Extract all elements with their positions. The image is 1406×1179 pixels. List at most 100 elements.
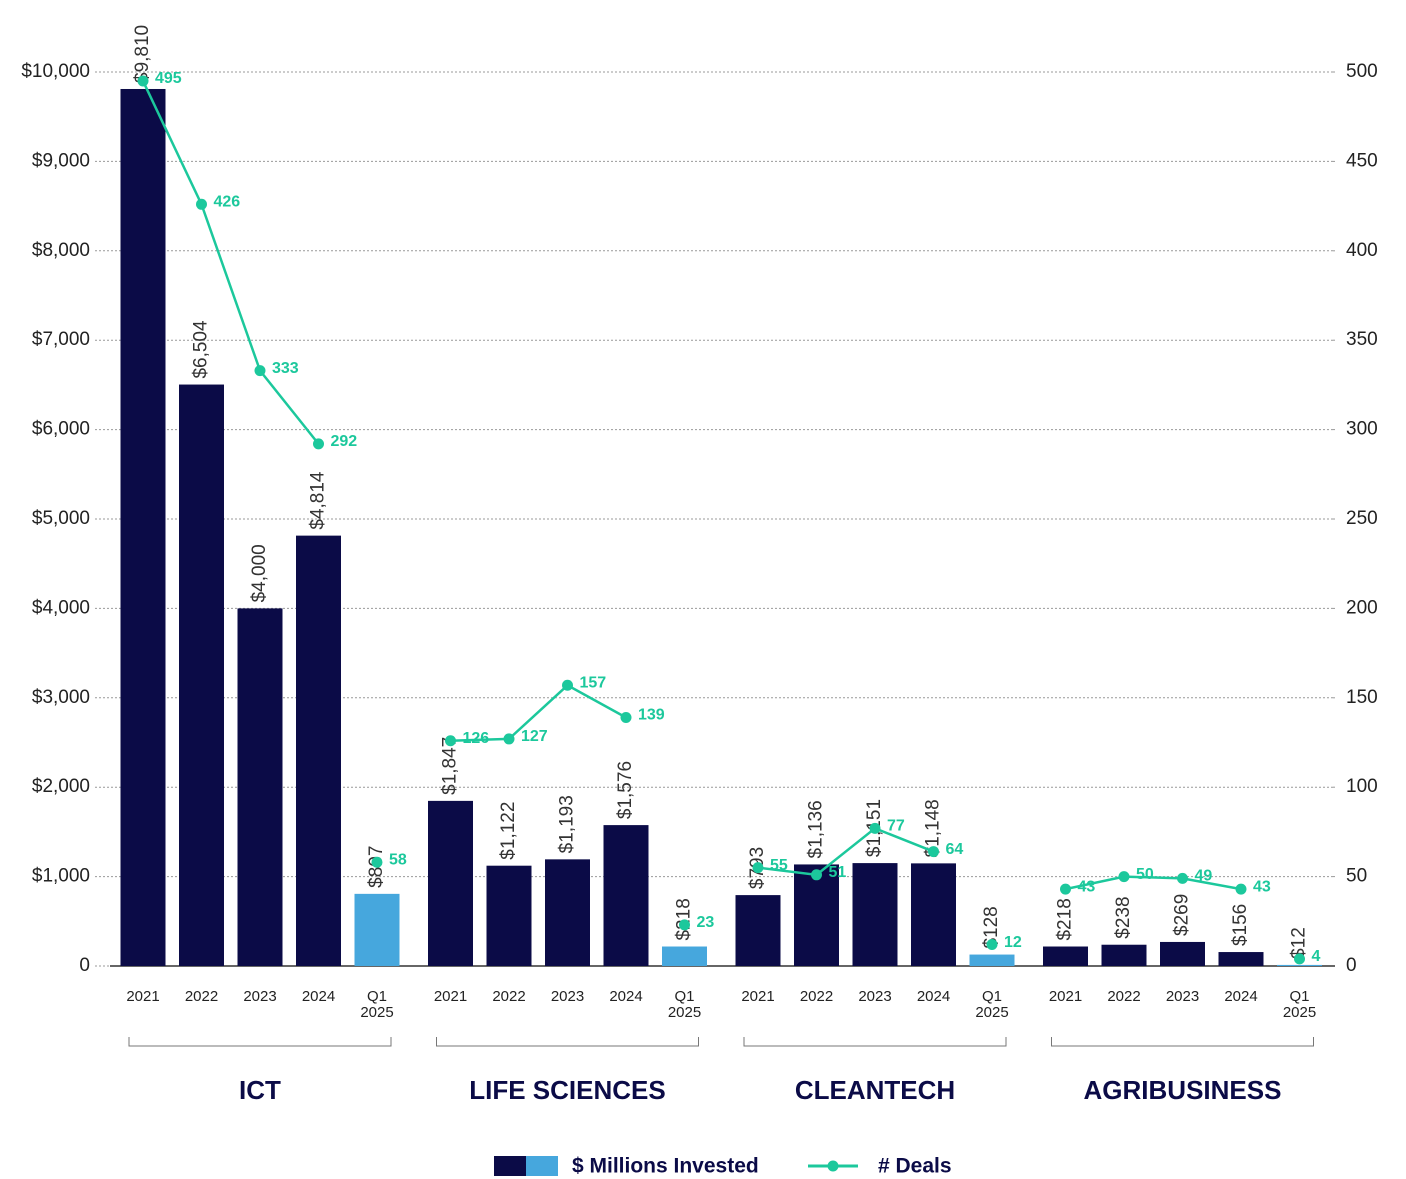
bar: [662, 946, 707, 966]
deals-line: [1065, 875, 1242, 891]
bar: [354, 893, 400, 966]
bar-value-label: $6,504: [191, 320, 212, 379]
deals-point: [811, 869, 822, 881]
y-tick-label: $9,000: [32, 150, 90, 171]
deals-label: 157: [580, 675, 607, 692]
deals-label: 43: [1078, 878, 1096, 895]
legend-label: $ Millions Invested: [572, 1155, 759, 1178]
deals-label: 127: [521, 728, 548, 745]
bar: [1043, 946, 1088, 966]
deals-point: [679, 919, 690, 931]
x-tick-label: 2024: [301, 988, 336, 1005]
x-tick-label: Q1 2025: [1282, 988, 1317, 1021]
y-tick-label: $2,000: [32, 776, 90, 797]
bar-value-label: $4,000: [249, 544, 270, 602]
y2-tick-label: 500: [1346, 61, 1378, 82]
bar-value-label: $1,136: [806, 800, 827, 858]
bar-value-label: $218: [1055, 898, 1076, 940]
x-tick-label: 2024: [609, 988, 643, 1005]
bar-value-label: $9,810: [132, 25, 153, 83]
bar: [120, 88, 166, 966]
deals-label: 495: [155, 70, 182, 87]
bar: [1218, 952, 1264, 966]
bar: [911, 863, 956, 966]
deals-point: [137, 75, 149, 87]
x-tick-label: 2023: [243, 988, 277, 1005]
deals-label: 426: [214, 194, 241, 211]
bar-value-label: $12: [1289, 927, 1310, 959]
deals-point: [1118, 871, 1130, 883]
bar: [735, 895, 781, 966]
y-tick-label: $4,000: [32, 597, 90, 618]
bar: [1160, 941, 1205, 966]
y-tick-label: $7,000: [32, 329, 90, 350]
deals-point: [1294, 953, 1305, 965]
y-tick-label: $10,000: [21, 61, 90, 82]
x-tick-label: 2023: [858, 988, 892, 1005]
x-tick-label: 2024: [916, 988, 951, 1005]
bar: [545, 859, 590, 966]
bar-value-label: $238: [1113, 896, 1134, 938]
bar-value-label: $1,576: [615, 761, 636, 819]
legend-label: # Deals: [878, 1155, 952, 1178]
deals-point: [445, 735, 456, 747]
y2-tick-label: 200: [1346, 597, 1378, 618]
x-tick-label: 2022: [799, 988, 834, 1005]
deals-label: 51: [829, 864, 847, 881]
deals-label: 139: [638, 707, 665, 724]
deals-point: [1177, 872, 1188, 884]
deals-label: 50: [1136, 866, 1154, 883]
deals-point: [196, 198, 207, 210]
bar: [179, 384, 224, 967]
group-bracket: [743, 1037, 1007, 1047]
x-tick-label: 2021: [433, 988, 468, 1005]
deals-point: [1235, 883, 1247, 895]
x-tick-label: 2021: [126, 988, 160, 1005]
y-tick-label: $3,000: [32, 687, 90, 708]
deals-label: 23: [697, 914, 715, 931]
deals-label: 12: [1004, 934, 1022, 951]
bar-value-label: $1,122: [498, 802, 519, 860]
y2-tick-label: 400: [1346, 240, 1378, 261]
x-tick-label: 2023: [1165, 988, 1200, 1005]
y-tick-label: $1,000: [32, 866, 90, 887]
deals-label: 43: [1253, 878, 1271, 895]
x-tick-label: 2021: [1048, 988, 1083, 1005]
bar: [428, 800, 473, 966]
y2-tick-label: 0: [1346, 955, 1357, 976]
deals-line: [141, 80, 320, 445]
bar-value-label: $269: [1172, 894, 1193, 936]
legend-swatch: [526, 1156, 558, 1176]
x-tick-label: 2023: [550, 988, 585, 1005]
deals-label: 77: [887, 818, 905, 835]
deals-point: [503, 733, 515, 745]
bar-value-label: $1,193: [557, 795, 578, 853]
group-label: CLEANTECH: [795, 1075, 955, 1105]
y-tick-label: $5,000: [32, 508, 90, 529]
x-tick-label: Q1 2025: [667, 988, 702, 1021]
y-tick-label: 0: [79, 955, 90, 976]
y2-tick-label: 50: [1346, 866, 1367, 887]
bar-value-label: $156: [1230, 904, 1251, 946]
y2-tick-label: 250: [1346, 508, 1378, 529]
deals-label: 333: [272, 360, 299, 377]
group-label: LIFE SCIENCES: [469, 1075, 665, 1105]
bar: [1277, 964, 1322, 966]
x-tick-label: Q1 2025: [975, 988, 1009, 1021]
group-bracket: [128, 1037, 392, 1047]
bar-value-label: $1,847: [440, 737, 461, 795]
bar: [969, 954, 1015, 966]
y2-tick-label: 150: [1346, 687, 1378, 708]
deals-label: 292: [331, 433, 358, 450]
x-tick-label: 2024: [1224, 988, 1258, 1005]
bar: [852, 863, 898, 966]
deals-point: [254, 365, 266, 377]
deals-point: [620, 711, 632, 723]
y2-tick-label: 300: [1346, 419, 1378, 440]
deals-label: 64: [946, 841, 964, 858]
bar-value-label: $128: [981, 906, 1002, 948]
deals-line: [757, 826, 934, 877]
group-bracket: [436, 1037, 699, 1047]
deals-label: 126: [463, 730, 490, 747]
